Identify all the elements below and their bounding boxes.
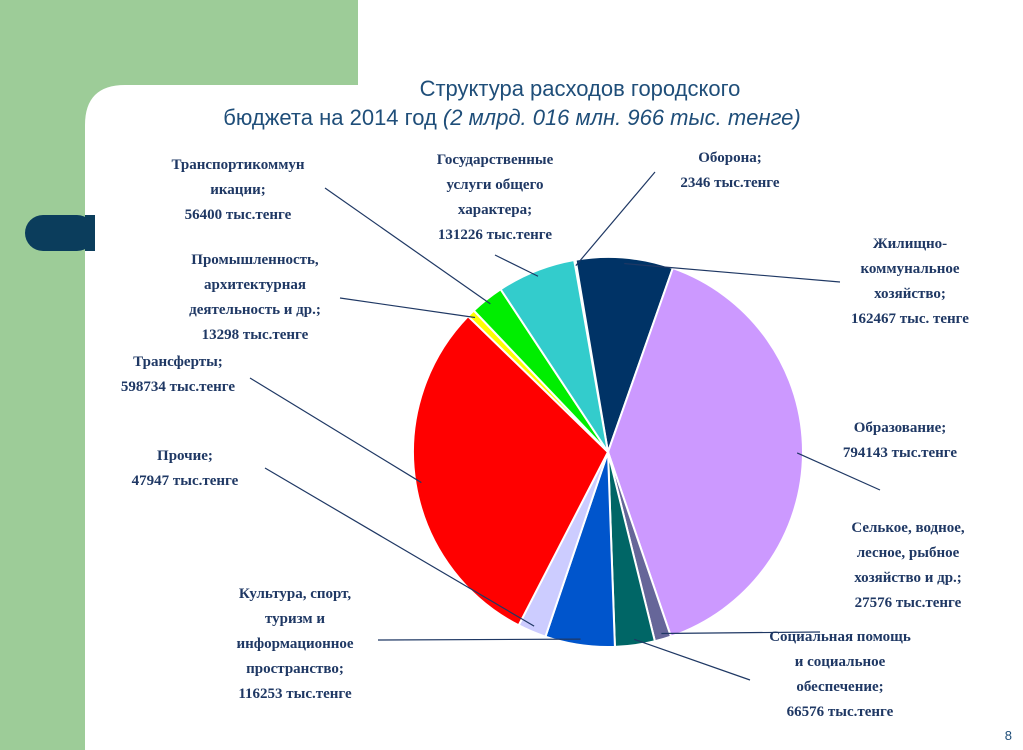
value-label: 794143 тыс.тенге — [843, 445, 958, 461]
label-line: Селькое, водное, — [851, 520, 965, 536]
value-label: 56400 тыс.тенге — [185, 207, 292, 223]
label-line: Промышленность, — [191, 252, 319, 268]
value-label: 13298 тыс.тенге — [202, 327, 309, 343]
value-label: 162467 тыс. тенге — [851, 311, 969, 327]
category-label: Культура, спорт, туризм и информационное пр… — [236, 586, 353, 677]
value-label: 131226 тыс.тенге — [438, 227, 553, 243]
leader-line — [377, 638, 581, 641]
leader-line — [661, 631, 821, 635]
value-label: 2346 тыс.тенге — [680, 175, 780, 191]
label-line: и социальное — [795, 654, 886, 670]
label-line: характера; — [458, 202, 532, 218]
label-line: Транспортикоммун — [171, 157, 304, 173]
label-line: коммунальное — [860, 261, 959, 277]
labels: Оборона; 2346 тыс.тенге Жилищно-коммунальн… — [121, 150, 969, 720]
category-label: Промышленность, архитектурная деятельность… — [189, 252, 321, 318]
leader-line — [624, 262, 841, 283]
category-label: Образование; — [854, 420, 947, 436]
leader-line — [634, 638, 751, 681]
label-line: Социальная помощь — [769, 629, 911, 645]
category-label: Селькое, водное, лесное, рыбное хозяйство … — [851, 520, 965, 586]
tab — [25, 215, 95, 251]
title-line2: бюджета на 2014 год — [223, 105, 437, 130]
label-line: хозяйство; — [874, 286, 946, 302]
leader-line — [575, 171, 656, 266]
chart-title-line: бюджета на 2014 год (2 млрд. 016 млн. 96… — [223, 105, 800, 130]
category-label: Трансферты; — [133, 354, 223, 370]
label-line: Жилищно- — [873, 236, 947, 252]
value-label: 27576 тыс.тенге — [855, 595, 962, 611]
leader-line — [324, 187, 491, 305]
leader-line — [339, 297, 476, 319]
pie-slice — [606, 266, 804, 638]
leader-line — [264, 467, 535, 627]
label-line: Трансферты; — [133, 354, 223, 370]
page-number: 8 — [1005, 728, 1012, 743]
chart-title: Структура расходов городского — [420, 76, 741, 101]
value-label: 66576 тыс.тенге — [787, 704, 894, 720]
pie-slice — [499, 258, 609, 453]
category-label: Оборона; — [698, 150, 761, 166]
category-label: Транспортикоммун икации; — [171, 157, 304, 198]
category-label: Прочие; — [157, 448, 213, 464]
label-line: Прочие; — [157, 448, 213, 464]
leader-line — [796, 452, 881, 491]
leader-line — [249, 377, 422, 484]
label-line: обеспечение; — [796, 679, 883, 695]
label-line: Культура, спорт, — [239, 586, 352, 602]
label-line: лесное, рыбное — [857, 545, 960, 561]
leader-line — [494, 254, 539, 277]
label-line: туризм и — [265, 611, 325, 627]
category-label: Социальная помощь и социальное обеспечение… — [769, 629, 911, 695]
value-label: 116253 тыс.тенге — [238, 686, 352, 702]
label-line: услуги общего — [446, 177, 543, 193]
label-line: Оборона; — [698, 150, 761, 166]
category-label: Государственные услуги общего характера; — [437, 152, 554, 218]
category-label: Жилищно-коммунальное хозяйство; — [860, 236, 959, 302]
label-line: икации; — [210, 182, 265, 198]
label-line: хозяйство и др.; — [854, 570, 962, 586]
label-line: Образование; — [854, 420, 947, 436]
label-line: пространство; — [246, 661, 344, 677]
pie — [412, 256, 804, 648]
label-line: архитектурная — [204, 277, 306, 293]
label-line: Государственные — [437, 152, 554, 168]
label-line: деятельность и др.; — [189, 302, 321, 318]
tab-edge — [85, 215, 95, 251]
value-label: 47947 тыс.тенге — [132, 473, 239, 489]
label-line: информационное — [236, 636, 353, 652]
subtitle: (2 млрд. 016 млн. 966 тыс. тенге) — [443, 105, 801, 130]
pie-slice — [412, 314, 610, 627]
value-label: 598734 тыс.тенге — [121, 379, 236, 395]
